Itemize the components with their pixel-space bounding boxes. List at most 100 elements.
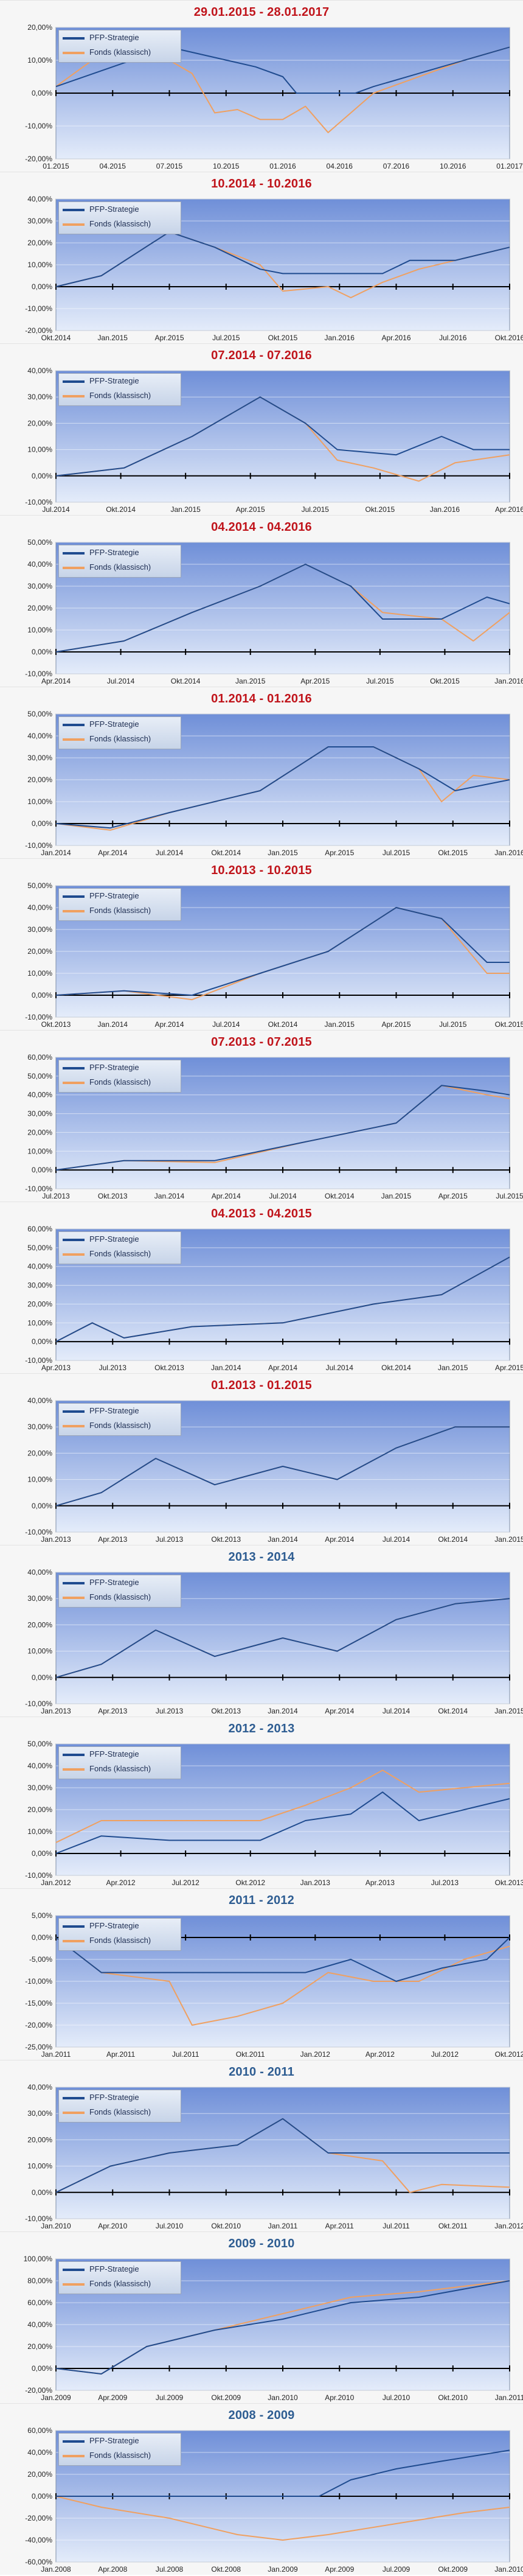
x-tick-label: Okt.2013 — [495, 1878, 523, 1887]
chart-panel: 01.2014 - 01.2016 50,00% 40,00% 30,00% 20,00… — [0, 687, 523, 858]
chart-panel: 2012 - 2013 50,00% 40,00% 30,00% 20,00% 10,00… — [0, 1717, 523, 1888]
legend-label: Fonds (klassisch) — [89, 1764, 151, 1773]
y-tick-label: 50,00% — [27, 1072, 52, 1080]
x-tick-label: Jan.2014 — [268, 1707, 298, 1715]
legend-label: PFP-Strategie — [89, 548, 139, 557]
x-tick-label: Apr.2011 — [106, 2050, 135, 2059]
chart-legend: PFP-Strategie Fonds (klassisch) — [58, 888, 181, 921]
x-tick-label: Jul.2014 — [383, 1535, 410, 1544]
chart-title: 10.2013 - 10.2015 — [211, 864, 312, 877]
legend-pfp: PFP-Strategie — [61, 719, 178, 731]
x-tick-label: Apr.2013 — [98, 1707, 127, 1715]
y-tick-label: 20,00% — [27, 239, 52, 247]
legend-swatch — [63, 1582, 85, 1584]
y-tick-label: 30,00% — [27, 1594, 52, 1603]
y-tick-label: 40,00% — [27, 732, 52, 740]
chart-panel: 2011 - 2012 5,00% 0,00% -5,00% -10,00% -15,00… — [0, 1888, 523, 2060]
legend-swatch — [63, 1253, 85, 1256]
y-tick-label: 0,00% — [32, 991, 52, 999]
x-tick-label: Jul.2015 — [496, 1192, 523, 1200]
y-tick-label: -10,00% — [25, 1699, 52, 1708]
y-tick-label: 0,00% — [32, 2492, 52, 2501]
y-tick-label: 20,00% — [27, 2135, 52, 2144]
y-tick-label: -10,00% — [25, 1013, 52, 1021]
y-tick-label: 20,00% — [27, 1805, 52, 1814]
chart-panel: 2008 - 2009 60,00% 40,00% 20,00% 0,00% -20,00… — [0, 2403, 523, 2575]
legend-label: PFP-Strategie — [89, 1921, 139, 1930]
chart-panel: 2013 - 2014 40,00% 30,00% 20,00% 10,00% 0,00%… — [0, 1545, 523, 1717]
legend-pfp: PFP-Strategie — [61, 2264, 178, 2276]
y-tick-label: 50,00% — [27, 882, 52, 890]
x-tick-label: Okt.2015 — [365, 505, 395, 514]
legend-label: PFP-Strategie — [89, 1578, 139, 1587]
legend-pfp: PFP-Strategie — [61, 547, 178, 559]
x-tick-label: Apr.2015 — [325, 849, 354, 857]
y-tick-label: -20,00% — [25, 2021, 52, 2029]
x-tick-label: Jan.2014 — [211, 1363, 241, 1372]
y-tick-label: 50,00% — [27, 1740, 52, 1748]
y-tick-label: 10,00% — [27, 56, 52, 65]
x-tick-label: Jan.2010 — [41, 2222, 71, 2230]
y-tick-label: 0,00% — [32, 2364, 52, 2373]
chart-title: 07.2014 - 07.2016 — [211, 349, 312, 362]
legend-swatch — [63, 2112, 85, 2114]
series-line-pfp — [55, 396, 510, 477]
chart-panel: 04.2013 - 04.2015 60,00% 50,00% 40,00% 30,00… — [0, 1202, 523, 1373]
y-tick-label: 0,00% — [32, 1849, 52, 1858]
y-tick-label: 40,00% — [27, 195, 52, 203]
chart-panel: 04.2014 - 04.2016 50,00% 40,00% 30,00% 20,00… — [0, 515, 523, 687]
legend-pfp: PFP-Strategie — [61, 1749, 178, 1761]
x-tick-label: Jul.2012 — [171, 1878, 199, 1887]
x-tick-label: Okt.2014 — [171, 677, 201, 685]
y-tick-label: 20,00% — [27, 1620, 52, 1629]
y-tick-label: -40,00% — [25, 2536, 52, 2544]
series-line-pfp — [55, 907, 510, 996]
chart-title: 10.2014 - 10.2016 — [211, 177, 312, 191]
y-tick-label: -10,00% — [25, 122, 52, 130]
x-tick-label: Jan.2013 — [41, 1535, 71, 1544]
legend-label: PFP-Strategie — [89, 376, 139, 385]
legend-fonds: Fonds (klassisch) — [61, 47, 178, 59]
y-tick-label: 10,00% — [27, 261, 52, 269]
x-tick-label: Jul.2016 — [439, 334, 467, 342]
x-tick-label: Apr.2009 — [325, 2565, 354, 2574]
x-tick-label: Jul.2010 — [383, 2393, 410, 2402]
legend-swatch — [63, 1597, 85, 1599]
y-tick-label: 40,00% — [27, 2084, 52, 2091]
series-line-pfp — [55, 231, 510, 287]
y-tick-label: -10,00% — [25, 670, 52, 678]
legend-fonds: Fonds (klassisch) — [61, 1935, 178, 1947]
y-tick-label: -20,00% — [25, 2386, 52, 2395]
x-tick-label: Okt.2015 — [268, 334, 298, 342]
x-tick-label: Jan.2011 — [268, 2222, 298, 2230]
x-tick-label: Okt.2011 — [438, 2222, 468, 2230]
chart-legend: PFP-Strategie Fonds (klassisch) — [58, 30, 181, 63]
series-line-pfp — [55, 2280, 510, 2375]
x-tick-label: Okt.2013 — [154, 1363, 184, 1372]
x-tick-label: Apr.2014 — [325, 1707, 354, 1715]
y-tick-label: 20,00% — [27, 604, 52, 612]
y-tick-label: 40,00% — [27, 1091, 52, 1099]
x-tick-label: Jan.2013 — [300, 1878, 331, 1887]
y-tick-label: -10,00% — [25, 2214, 52, 2223]
y-tick-label: 40,00% — [27, 2320, 52, 2329]
series-line-pfp — [55, 746, 510, 829]
x-tick-label: Apr.2008 — [98, 2565, 127, 2574]
x-tick-label: Okt.2014 — [106, 505, 136, 514]
x-tick-label: Jan.2011 — [495, 2393, 523, 2402]
chart-legend: PFP-Strategie Fonds (klassisch) — [58, 1918, 181, 1951]
x-tick-label: Jul.2015 — [302, 505, 330, 514]
y-tick-label: 0,00% — [32, 819, 52, 828]
y-tick-label: -10,00% — [25, 1185, 52, 1193]
legend-pfp: PFP-Strategie — [61, 2435, 178, 2448]
y-tick-label: -10,00% — [25, 498, 52, 506]
x-tick-label: Jan.2014 — [98, 1020, 128, 1029]
legend-fonds: Fonds (klassisch) — [61, 2107, 178, 2119]
x-tick-label: Jan.2011 — [41, 2050, 71, 2059]
x-tick-label: Jan.2009 — [41, 2393, 71, 2402]
legend-label: PFP-Strategie — [89, 2264, 139, 2273]
chart-title: 2010 - 2011 — [229, 2065, 294, 2079]
chart-panel: 10.2014 - 10.2016 40,00% 30,00% 20,00% 10,00… — [0, 172, 523, 343]
chart-legend: PFP-Strategie Fonds (klassisch) — [58, 373, 181, 406]
chart-title: 04.2014 - 04.2016 — [211, 520, 312, 534]
